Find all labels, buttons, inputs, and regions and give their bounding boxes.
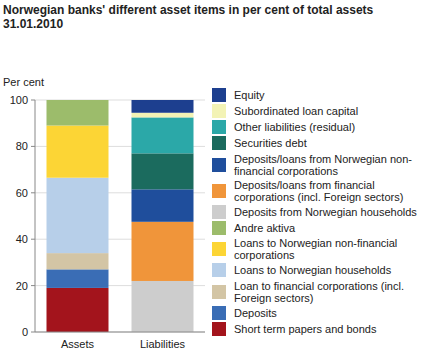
legend-item: Deposits from Norwegian households — [212, 205, 424, 219]
legend-item: Andre aktiva — [212, 221, 424, 235]
legend-label: Deposits from Norwegian households — [234, 206, 424, 218]
legend-swatch — [212, 263, 226, 277]
legend: Equity Subordinated loan capital Other lia… — [212, 88, 424, 336]
y-tick — [31, 100, 35, 101]
bar-segment — [132, 281, 194, 332]
legend-swatch — [212, 285, 226, 299]
legend-swatch — [212, 221, 226, 235]
bar-segment — [132, 113, 194, 118]
legend-item: Loans to Norwegian households — [212, 263, 424, 277]
bar-segment — [132, 100, 194, 113]
y-tick-label: 40 — [16, 233, 28, 245]
legend-swatch — [212, 322, 226, 336]
y-tick-label: 80 — [16, 140, 28, 152]
legend-swatch — [212, 158, 226, 172]
legend-swatch — [212, 136, 226, 150]
legend-swatch — [212, 120, 226, 134]
legend-item: Loan to financial corporations (incl. Fo… — [212, 280, 424, 304]
y-tick — [31, 239, 35, 240]
bar-segment — [132, 153, 194, 189]
legend-swatch — [212, 306, 226, 320]
legend-label: Subordinated loan capital — [234, 105, 424, 117]
y-tick — [31, 332, 35, 333]
legend-swatch — [212, 205, 226, 219]
legend-label: Short term papers and bonds — [234, 323, 424, 335]
bar-segment — [132, 189, 194, 221]
y-tick-label: 60 — [16, 187, 28, 199]
y-axis-label: Per cent — [3, 76, 44, 88]
grid-line — [35, 332, 205, 333]
x-axis — [35, 332, 205, 333]
title: Norwegian banks' different asset items i… — [3, 3, 374, 17]
subtitle: 31.01.2010 — [3, 17, 63, 31]
x-tick-label: Liabilities — [140, 338, 186, 350]
y-tick — [31, 285, 35, 286]
legend-label: Loans to Norwegian households — [234, 264, 424, 276]
legend-swatch — [212, 104, 226, 118]
legend-item: Short term papers and bonds — [212, 322, 424, 336]
y-tick-label: 20 — [16, 280, 28, 292]
legend-item: Deposits/loans from financial corporatio… — [212, 179, 424, 203]
legend-label: Securities debt — [234, 137, 424, 149]
legend-item: Deposits — [212, 306, 424, 320]
legend-label: Equity — [234, 89, 424, 101]
x-tick-label: Assets — [61, 338, 95, 350]
y-tick-label: 100 — [10, 94, 28, 106]
legend-label: Deposits/loans from financial corporatio… — [234, 179, 424, 203]
legend-swatch — [212, 242, 226, 256]
legend-label: Loan to financial corporations (incl. Fo… — [234, 280, 424, 304]
bar-segment — [47, 100, 109, 126]
bar-segment — [132, 117, 194, 153]
y-tick-label: 0 — [22, 326, 28, 338]
bar-segment — [132, 222, 194, 281]
bars — [47, 100, 194, 332]
legend-item: Deposits/loans from Norwegian non-financ… — [212, 153, 424, 177]
legend-item: Loans to Norwegian non-financial corpora… — [212, 237, 424, 261]
legend-label: Deposits/loans from Norwegian non-financ… — [234, 153, 424, 177]
bar-segment — [47, 253, 109, 269]
legend-label: Deposits — [234, 307, 424, 319]
bar-segment — [47, 269, 109, 288]
legend-item: Securities debt — [212, 136, 424, 150]
bar-segment — [47, 288, 109, 332]
legend-item: Subordinated loan capital — [212, 104, 424, 118]
y-axis — [35, 100, 36, 332]
legend-swatch — [212, 88, 226, 102]
legend-label: Loans to Norwegian non-financial corpora… — [234, 237, 424, 261]
y-tick — [31, 192, 35, 193]
legend-label: Other liabilities (residual) — [234, 121, 424, 133]
legend-item: Other liabilities (residual) — [212, 120, 424, 134]
legend-label: Andre aktiva — [234, 222, 424, 234]
legend-item: Equity — [212, 88, 424, 102]
y-tick — [31, 146, 35, 147]
bar-segment — [47, 126, 109, 178]
bar-segment — [47, 178, 109, 253]
legend-swatch — [212, 184, 226, 198]
